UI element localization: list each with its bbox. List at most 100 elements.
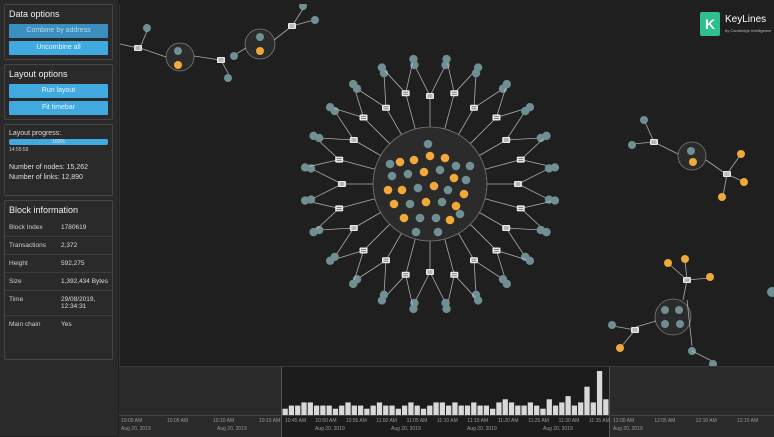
transaction-node[interactable] <box>426 93 434 99</box>
timebar-left-region[interactable] <box>119 367 281 437</box>
graph-node[interactable] <box>415 213 425 223</box>
graph-node[interactable] <box>461 175 471 185</box>
transaction-node[interactable] <box>492 247 501 254</box>
graph-node[interactable] <box>143 24 151 32</box>
graph-node[interactable] <box>405 199 415 209</box>
graph-node[interactable] <box>325 103 335 112</box>
graph-node[interactable] <box>544 164 554 173</box>
transaction-node[interactable] <box>382 104 390 111</box>
transaction-node[interactable] <box>502 137 511 143</box>
graph-node[interactable] <box>442 54 451 64</box>
graph-node[interactable] <box>664 259 672 267</box>
transaction-node[interactable] <box>502 225 511 231</box>
transaction-node[interactable] <box>359 114 368 121</box>
transaction-node[interactable] <box>335 205 344 212</box>
graph-node[interactable] <box>300 163 310 172</box>
graph-node[interactable] <box>473 296 483 305</box>
graph-node[interactable] <box>435 165 445 175</box>
graph-node[interactable] <box>616 344 624 352</box>
graph-node[interactable] <box>309 227 318 237</box>
graph-node[interactable] <box>383 185 393 195</box>
transaction-node[interactable] <box>450 90 459 97</box>
graph-node[interactable] <box>387 171 397 181</box>
graph-node[interactable] <box>395 157 405 167</box>
graph-node[interactable] <box>687 147 695 155</box>
graph-node[interactable] <box>433 227 443 237</box>
graph-node[interactable] <box>311 16 319 24</box>
graph-node[interactable] <box>429 181 439 191</box>
transaction-node[interactable] <box>401 90 410 97</box>
graph-node[interactable] <box>449 173 459 183</box>
combine-by-address-button[interactable]: Combine by address <box>9 24 108 38</box>
graph-node[interactable] <box>465 161 475 171</box>
graph-node[interactable] <box>608 321 616 329</box>
timebar[interactable]: 10:00 AM 10:05 AM 10:10 AM 10:15 AM Aug 20, … <box>119 366 774 437</box>
graph-node[interactable] <box>174 47 182 55</box>
graph-node[interactable] <box>409 155 419 165</box>
transaction-node[interactable] <box>492 114 501 121</box>
graph-node[interactable] <box>389 199 399 209</box>
graph-node[interactable] <box>640 116 648 124</box>
graph-node[interactable] <box>306 195 316 204</box>
graph-node[interactable] <box>397 185 407 195</box>
graph-node[interactable] <box>661 320 669 328</box>
graph-node[interactable] <box>230 52 238 60</box>
combo-node[interactable] <box>654 298 692 336</box>
graph-node[interactable] <box>256 33 264 41</box>
timebar-selection-window[interactable] <box>281 367 610 437</box>
graph-node[interactable] <box>425 151 435 161</box>
graph-node[interactable] <box>256 47 264 55</box>
graph-node[interactable] <box>628 141 636 149</box>
graph-node[interactable] <box>689 158 697 166</box>
graph-node[interactable] <box>379 290 389 300</box>
transaction-node[interactable] <box>349 137 358 143</box>
graph-node[interactable] <box>676 320 684 328</box>
graph-node[interactable] <box>737 150 745 158</box>
transaction-node[interactable] <box>349 225 358 231</box>
graph-node[interactable] <box>498 275 508 284</box>
network-chart[interactable] <box>119 2 774 368</box>
graph-node[interactable] <box>413 183 423 193</box>
transaction-node[interactable] <box>450 271 459 278</box>
graph-node[interactable] <box>451 201 461 211</box>
graph-node[interactable] <box>419 167 429 177</box>
graph-node[interactable] <box>377 63 387 72</box>
graph-node[interactable] <box>550 196 560 205</box>
graph-node[interactable] <box>706 273 714 281</box>
graph-node[interactable] <box>385 159 395 169</box>
graph-node[interactable] <box>443 185 453 195</box>
run-layout-button[interactable]: Run layout <box>9 84 108 98</box>
graph-node[interactable] <box>542 131 551 141</box>
fit-timebar-button[interactable]: Fit timebar <box>9 101 108 115</box>
transaction-node[interactable] <box>359 247 368 254</box>
graph-node[interactable] <box>174 61 182 69</box>
graph-node[interactable] <box>441 298 450 308</box>
graph-node[interactable] <box>299 2 307 10</box>
graph-node[interactable] <box>423 139 433 149</box>
graph-node[interactable] <box>411 227 421 237</box>
graph-node[interactable] <box>399 213 409 223</box>
graph-node[interactable] <box>403 169 413 179</box>
transaction-node[interactable] <box>516 156 525 163</box>
graph-node[interactable] <box>437 197 447 207</box>
transaction-node[interactable] <box>382 257 390 264</box>
graph-node[interactable] <box>421 197 431 207</box>
uncombine-all-button[interactable]: Uncombine all <box>9 41 108 55</box>
combo-node[interactable] <box>677 141 707 171</box>
graph-node[interactable] <box>767 287 774 297</box>
graph-node[interactable] <box>352 84 362 93</box>
transaction-node[interactable] <box>514 181 522 187</box>
graph-node[interactable] <box>675 306 683 314</box>
graph-node[interactable] <box>536 225 546 235</box>
graph-node[interactable] <box>502 79 511 89</box>
graph-node[interactable] <box>718 193 726 201</box>
transaction-node[interactable] <box>470 104 478 111</box>
transaction-node[interactable] <box>426 269 434 275</box>
graph-node[interactable] <box>471 68 481 78</box>
transaction-node[interactable] <box>338 181 346 187</box>
transaction-node[interactable] <box>335 156 344 163</box>
transaction-node[interactable] <box>516 205 525 212</box>
graph-node[interactable] <box>445 215 455 225</box>
graph-node[interactable] <box>455 209 465 219</box>
graph-node[interactable] <box>431 213 441 223</box>
